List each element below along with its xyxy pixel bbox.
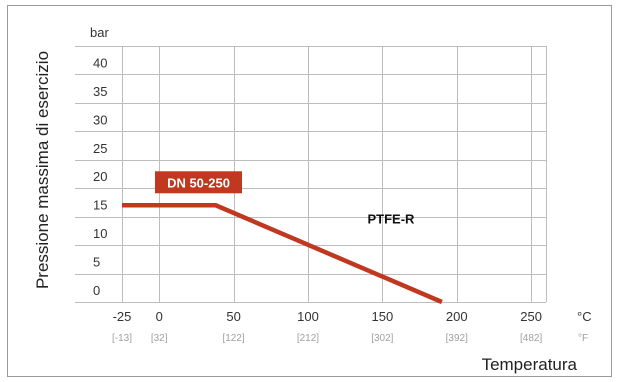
- x-tick-label: 0: [156, 309, 163, 324]
- x-tick-label: 50: [226, 309, 240, 324]
- x-unit-label: °C: [577, 309, 592, 324]
- x-axis-title: Temperatura: [482, 355, 578, 374]
- x-tick-label-fahrenheit: [32]: [151, 333, 168, 344]
- x-unit-label-fahrenheit: °F: [578, 333, 588, 344]
- x-tick-label-fahrenheit: [122]: [222, 333, 244, 344]
- y-tick-label: 15: [93, 198, 107, 213]
- x-tick-labels: -25 [-13] 0 [32] 50 [122] 100 [212] 150 [302] 200 […: [112, 309, 542, 344]
- x-tick-label: 100: [297, 309, 319, 324]
- x-tick-label-fahrenheit: [302]: [371, 333, 393, 344]
- x-tick-label-fahrenheit: [212]: [297, 333, 319, 344]
- y-tick-label: 30: [93, 112, 107, 127]
- x-tick-label: 150: [371, 309, 393, 324]
- y-axis-title: Pressione massima di esercizio: [33, 51, 52, 289]
- y-tick-label: 35: [93, 84, 107, 99]
- x-tick-label: 200: [446, 309, 468, 324]
- x-tick-label-fahrenheit: [-13]: [112, 333, 132, 344]
- annotations: PTFE-R: [367, 211, 415, 226]
- annotation-label: PTFE-R: [367, 211, 415, 226]
- series-line: [122, 203, 443, 305]
- y-tick-label: 10: [93, 226, 107, 241]
- y-tick-label: 40: [93, 55, 107, 70]
- x-tick-label-fahrenheit: [482]: [520, 333, 542, 344]
- x-tick-label-fahrenheit: [392]: [446, 333, 468, 344]
- x-tick-label: 250: [520, 309, 542, 324]
- y-tick-label: 0: [93, 283, 100, 298]
- x-tick-label: -25: [113, 309, 132, 324]
- y-tick-label: 5: [93, 255, 100, 270]
- y-unit-label: bar: [90, 25, 109, 40]
- series-label-box: [155, 171, 242, 194]
- grid: [75, 46, 547, 303]
- series: DN 50-250: [122, 171, 443, 305]
- chart-border: [7, 5, 612, 377]
- series-label: DN 50-250: [167, 175, 230, 190]
- y-tick-label: 20: [93, 169, 107, 184]
- y-tick-labels: 0 5 10 15 20 25 30 35 40: [93, 55, 107, 298]
- y-tick-label: 25: [93, 141, 107, 156]
